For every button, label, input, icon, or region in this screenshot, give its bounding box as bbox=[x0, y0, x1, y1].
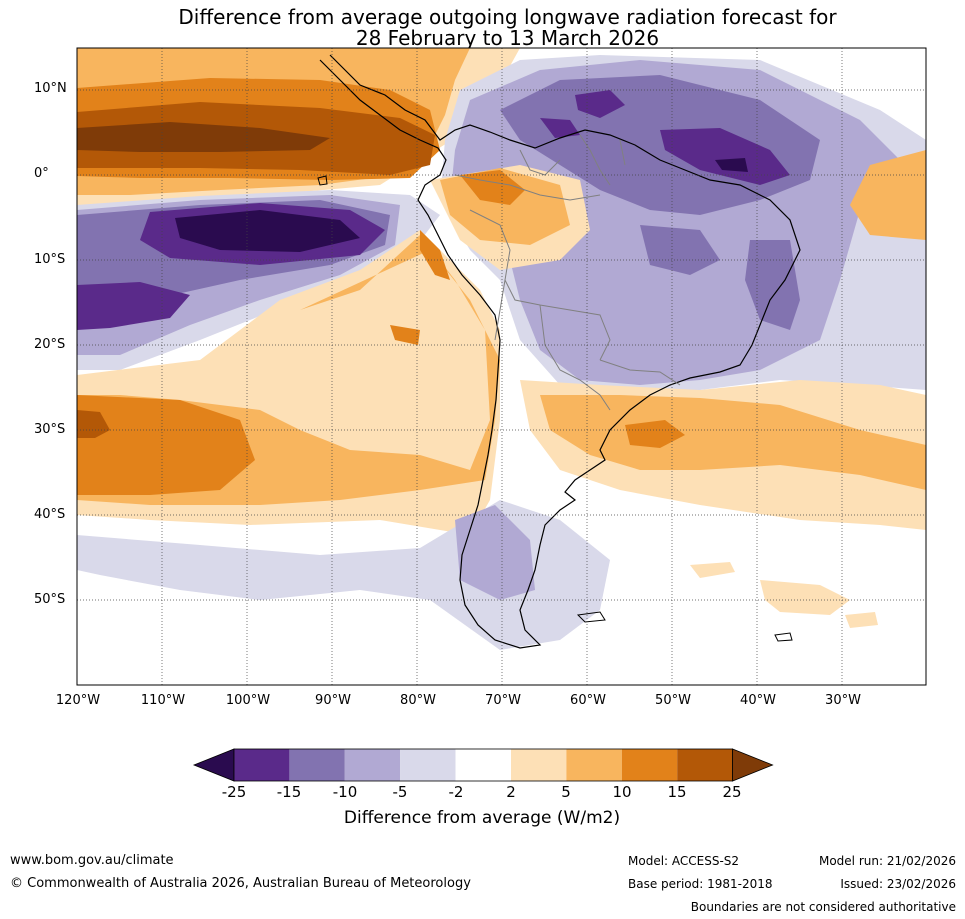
colorbar-swatch bbox=[455, 749, 511, 781]
footer-model: Model: ACCESS-S2 bbox=[628, 854, 740, 868]
colorbar-extension-high bbox=[732, 748, 774, 782]
anomaly-negative-brazil bbox=[540, 118, 580, 138]
anomaly-positive-far-south bbox=[690, 562, 735, 578]
colorbar bbox=[192, 748, 774, 782]
colorbar-tick-label: 15 bbox=[667, 783, 687, 801]
anomaly-negative-brazil bbox=[715, 158, 748, 172]
colorbar-tick-label: -2 bbox=[448, 783, 464, 801]
chart-title-line-2: 28 February to 13 March 2026 bbox=[355, 26, 660, 50]
lon-label-30w: 30°W bbox=[825, 693, 861, 708]
colorbar-swatch bbox=[621, 749, 678, 781]
colorbar-extension-low bbox=[192, 748, 235, 782]
lon-label-110w: 110°W bbox=[140, 693, 186, 708]
anomaly-positive-south-atlantic bbox=[540, 395, 926, 490]
lon-label-80w: 80°W bbox=[400, 693, 436, 708]
anomaly-negative-brazil bbox=[745, 240, 800, 330]
anomaly-positive-north-pacific bbox=[77, 122, 330, 152]
lat-label-40s: 40°S bbox=[34, 507, 66, 522]
country-borders bbox=[454, 134, 681, 411]
lon-label-50w: 50°W bbox=[655, 693, 691, 708]
colorbar-swatch bbox=[677, 749, 733, 781]
anomaly-positive-southeast-pacific bbox=[77, 395, 255, 495]
anomaly-negative-equatorial-pacific bbox=[175, 210, 360, 252]
footer-copyright: © Commonwealth of Australia 2026, Austra… bbox=[10, 876, 471, 891]
anomaly-positive-southeast-pacific bbox=[77, 410, 110, 438]
colorbar-tick-label: 2 bbox=[506, 783, 516, 801]
lat-label-50s: 50°S bbox=[34, 592, 66, 607]
colorbar-tick-label: -10 bbox=[332, 783, 358, 801]
colorbar-swatch bbox=[400, 749, 456, 781]
anomaly-field bbox=[77, 48, 926, 685]
lon-label-60w: 60°W bbox=[570, 693, 606, 708]
lat-label-20s: 20°S bbox=[34, 337, 66, 352]
lat-label-10s: 10°S bbox=[34, 252, 66, 267]
lat-label-30s: 30°S bbox=[34, 422, 66, 437]
lon-label-100w: 100°W bbox=[225, 693, 271, 708]
colorbar-tick-label: 10 bbox=[612, 783, 632, 801]
anomaly-positive-southeast-pacific bbox=[420, 230, 450, 280]
anomaly-positive-far-south bbox=[845, 612, 878, 628]
map-frame bbox=[76, 47, 927, 686]
colorbar-tick-label: -5 bbox=[392, 783, 408, 801]
lon-label-70w: 70°W bbox=[485, 693, 521, 708]
colorbar-frame bbox=[233, 748, 734, 782]
lon-label-40w: 40°W bbox=[740, 693, 776, 708]
colorbar-swatch bbox=[566, 749, 622, 781]
anomaly-negative-brazil bbox=[660, 128, 790, 185]
anomaly-positive-south-atlantic bbox=[850, 150, 926, 240]
footer-issued: Issued: 23/02/2026 bbox=[840, 877, 956, 891]
anomaly-negative-brazil bbox=[575, 90, 625, 118]
colorbar-tick-label: -15 bbox=[276, 783, 302, 801]
colorbar-tick-label: 25 bbox=[722, 783, 742, 801]
anomaly-negative-south-pacific bbox=[455, 505, 535, 600]
footer-disclaimer: Boundaries are not considered authoritat… bbox=[690, 900, 956, 914]
anomaly-positive-south-atlantic bbox=[625, 420, 685, 448]
anomaly-positive-southeast-pacific bbox=[390, 325, 420, 345]
colorbar-swatch bbox=[289, 749, 345, 781]
footer-base-period: Base period: 1981-2018 bbox=[628, 877, 773, 891]
colorbar-tick-label: -25 bbox=[221, 783, 247, 801]
lat-label-10n: 10°N bbox=[34, 81, 67, 96]
anomaly-negative-brazil bbox=[640, 225, 720, 275]
colorbar-swatch bbox=[234, 749, 290, 781]
colorbar-tick-label: 5 bbox=[561, 783, 571, 801]
lon-label-120w: 120°W bbox=[55, 693, 101, 708]
chart-title-line-1: Difference from average outgoing longwav… bbox=[178, 5, 837, 29]
colorbar-label: Difference from average (W/m2) bbox=[343, 808, 621, 828]
lon-label-90w: 90°W bbox=[315, 693, 351, 708]
colorbar-swatch bbox=[511, 749, 567, 781]
footer-url: www.bom.gov.au/climate bbox=[10, 853, 174, 868]
footer-model-run: Model run: 21/02/2026 bbox=[818, 854, 956, 868]
coastline-islands bbox=[317, 175, 793, 642]
anomaly-positive-far-south bbox=[760, 580, 850, 615]
colorbar-swatch bbox=[344, 749, 401, 781]
coastline bbox=[319, 54, 801, 649]
lat-label-0: 0° bbox=[34, 166, 49, 181]
